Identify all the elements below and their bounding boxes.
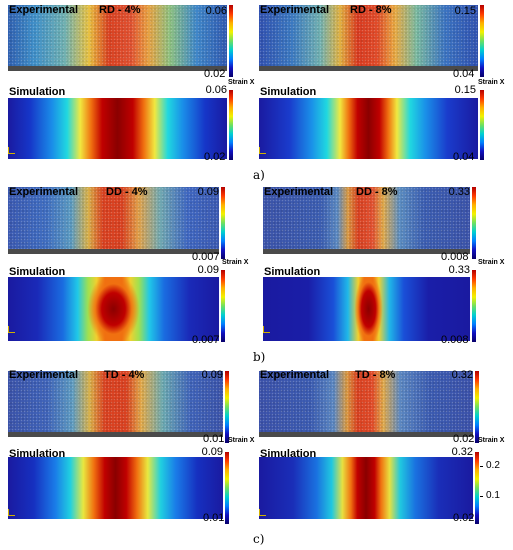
colorbar-axis-label: Strain X bbox=[478, 79, 505, 86]
subfigure-caption: a) bbox=[253, 168, 265, 182]
colorbar bbox=[229, 5, 233, 77]
colorbar-min-value: 0.007 bbox=[192, 334, 220, 346]
colorbar bbox=[480, 5, 484, 77]
colorbar-axis-label: Strain X bbox=[228, 437, 255, 444]
colorbar-max-value: 0.32 bbox=[451, 369, 473, 381]
axis-triad-icon bbox=[8, 326, 15, 333]
colorbar-max-value: 0.15 bbox=[454, 84, 476, 96]
colorbar-max-value: 0.15 bbox=[454, 5, 476, 17]
colorbar-max-value: 0.32 bbox=[451, 446, 473, 458]
colorbar-min-value: 0.04 bbox=[453, 151, 475, 163]
axis-triad-icon bbox=[8, 147, 15, 154]
colorbar bbox=[475, 371, 479, 443]
colorbar bbox=[472, 187, 476, 259]
colorbar-tick-label: 0.2 bbox=[486, 460, 500, 471]
subfigure-caption: c) bbox=[253, 532, 265, 546]
colorbar-tick-label: 0.1 bbox=[486, 490, 500, 501]
colorbar bbox=[221, 187, 225, 259]
colorbar-min-value: 0.02 bbox=[204, 151, 226, 163]
colorbar-axis-label: Strain X bbox=[228, 79, 255, 86]
colorbar-tick bbox=[480, 466, 483, 467]
colorbar-min-value: 0.01 bbox=[203, 433, 225, 445]
colorbar-max-value: 0.09 bbox=[201, 446, 223, 458]
panel-title: Simulation bbox=[264, 266, 321, 278]
colorbar-tick bbox=[480, 496, 483, 497]
axis-triad-icon bbox=[8, 509, 15, 516]
colorbar-max-value: 0.09 bbox=[197, 264, 219, 276]
simulation-strain-map-td-4 bbox=[8, 457, 223, 519]
colorbar-axis-label: Strain X bbox=[478, 259, 505, 266]
colorbar-max-value: 0.33 bbox=[448, 186, 470, 198]
simulation-strain-map-td-8 bbox=[259, 457, 473, 519]
panel-title: Experimental bbox=[264, 186, 334, 198]
axis-triad-icon bbox=[263, 326, 270, 333]
panel-label: DD - 4% bbox=[106, 186, 148, 198]
panel-label: TD - 8% bbox=[355, 369, 396, 381]
simulation-strain-map-dd-4 bbox=[8, 277, 219, 341]
panel-title: Experimental bbox=[260, 369, 330, 381]
colorbar bbox=[225, 452, 229, 524]
axis-triad-icon bbox=[259, 509, 266, 516]
colorbar bbox=[221, 270, 225, 342]
panel-title: Simulation bbox=[9, 448, 66, 460]
colorbar-max-value: 0.09 bbox=[201, 369, 223, 381]
colorbar-axis-label: Strain X bbox=[222, 259, 249, 266]
panel-title: Experimental bbox=[9, 4, 79, 16]
axis-triad-icon bbox=[259, 147, 266, 154]
colorbar-min-value: 0.02 bbox=[453, 512, 475, 524]
panel-label: RD - 4% bbox=[99, 4, 141, 16]
colorbar bbox=[225, 371, 229, 443]
panel-title: Experimental bbox=[260, 4, 330, 16]
colorbar bbox=[229, 90, 233, 160]
colorbar-max-value: 0.09 bbox=[197, 186, 219, 198]
colorbar-axis-label: Strain X bbox=[478, 437, 505, 444]
colorbar bbox=[472, 270, 476, 342]
panel-title: Simulation bbox=[260, 86, 317, 98]
colorbar bbox=[475, 452, 479, 524]
subfigure-caption: b) bbox=[253, 350, 266, 364]
colorbar-min-value: 0.007 bbox=[192, 251, 220, 263]
simulation-strain-map-rd-4 bbox=[8, 98, 227, 159]
colorbar-min-value: 0.04 bbox=[453, 68, 475, 80]
panel-title: Simulation bbox=[260, 448, 317, 460]
colorbar-min-value: 0.02 bbox=[204, 68, 226, 80]
panel-label: DD - 8% bbox=[356, 186, 398, 198]
colorbar-min-value: 0.01 bbox=[203, 512, 225, 524]
colorbar bbox=[480, 90, 484, 160]
panel-title: Simulation bbox=[9, 86, 66, 98]
colorbar-min-value: 0.02 bbox=[453, 433, 475, 445]
colorbar-max-value: 0.33 bbox=[448, 264, 470, 276]
panel-label: TD - 4% bbox=[104, 369, 145, 381]
colorbar-max-value: 0.06 bbox=[205, 5, 227, 17]
colorbar-min-value: 0.008 bbox=[441, 334, 469, 346]
simulation-strain-map-dd-8 bbox=[263, 277, 470, 341]
panel-title: Experimental bbox=[9, 186, 79, 198]
simulation-strain-map-rd-8 bbox=[259, 98, 478, 159]
panel-title: Experimental bbox=[9, 369, 79, 381]
colorbar-min-value: 0.008 bbox=[441, 251, 469, 263]
panel-title: Simulation bbox=[9, 266, 66, 278]
panel-label: RD - 8% bbox=[350, 4, 392, 16]
colorbar-max-value: 0.06 bbox=[205, 84, 227, 96]
